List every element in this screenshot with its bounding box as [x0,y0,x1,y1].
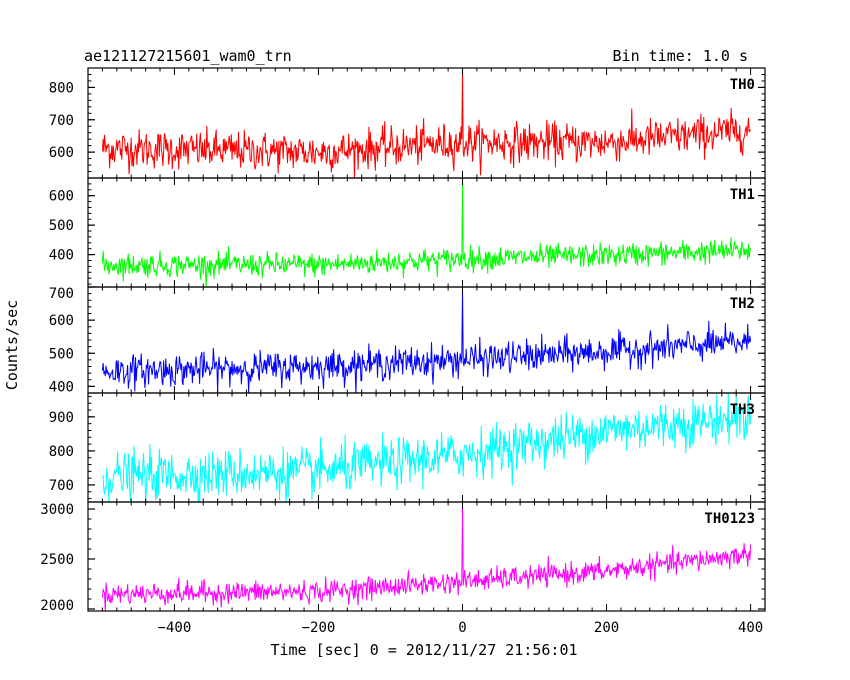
x-axis: −400 −200 0 200 400 [158,620,764,636]
panel-frame-th0123 [87,501,766,612]
y-tick-label-th3: 800 [49,444,74,460]
y-tick-label-th0123: 3000 [40,502,74,518]
y-tick-label-th0: 700 [49,113,74,129]
panel-label-th2: TH2 [730,296,755,312]
panel-frame-th3 [87,392,766,503]
y-tick-label-th3: 700 [49,478,74,494]
series-line-th1 [101,178,752,287]
y-tick-label-th2: 600 [49,313,74,329]
y-tick-label-th0: 600 [49,145,74,161]
y-tick-label-th2: 400 [49,379,74,395]
y-tick-label-th0123: 2000 [40,598,74,614]
y-tick-label-th1: 600 [49,189,74,205]
panel-th0123: 2000 2500 3000 TH0123 [40,501,766,614]
x-tick-label: 0 [458,620,466,636]
series-line-th2 [101,287,752,393]
x-tick-label: −400 [158,620,192,636]
y-tick-label-th0123: 2500 [40,552,74,568]
y-tick-label-th2: 700 [49,286,74,302]
y-tick-label-th0: 800 [49,80,74,96]
panels-group: 600 700 800 TH0 400 500 600 TH1 400 500 600 700 TH2 7… [40,67,766,614]
series-line-th0123 [101,502,752,611]
y-tick-label-th1: 400 [49,248,74,264]
bin-time-label: Bin time: 1.0 s [613,47,748,65]
x-tick-label: −200 [302,620,336,636]
series-line-th3 [101,393,752,502]
x-axis-title: Time [sec] 0 = 2012/11/27 21:56:01 [270,641,577,659]
panel-label-th3: TH3 [730,402,755,418]
panel-th1: 400 500 600 TH1 [49,177,766,288]
panel-frame-th1 [87,177,766,288]
series-line-th0 [101,68,751,178]
x-tick-label: 200 [594,620,619,636]
panel-th3: 700 800 900 TH3 [49,392,766,503]
y-tick-label-th2: 500 [49,346,74,362]
y-tick-label-th1: 500 [49,218,74,234]
panel-frame-th2 [87,286,766,394]
x-tick-label: 400 [738,620,763,636]
chart-title: ae121127215601_wam0_trn [84,47,292,65]
y-axis-title: Counts/sec [3,300,21,390]
panel-th2: 400 500 600 700 TH2 [49,286,766,395]
panel-label-th0: TH0 [730,77,755,93]
panel-label-th1: TH1 [730,187,755,203]
panel-th0: 600 700 800 TH0 [49,67,766,179]
panel-label-th0123: TH0123 [704,511,755,527]
y-tick-label-th3: 900 [49,410,74,426]
panel-frame-th0 [87,67,766,179]
